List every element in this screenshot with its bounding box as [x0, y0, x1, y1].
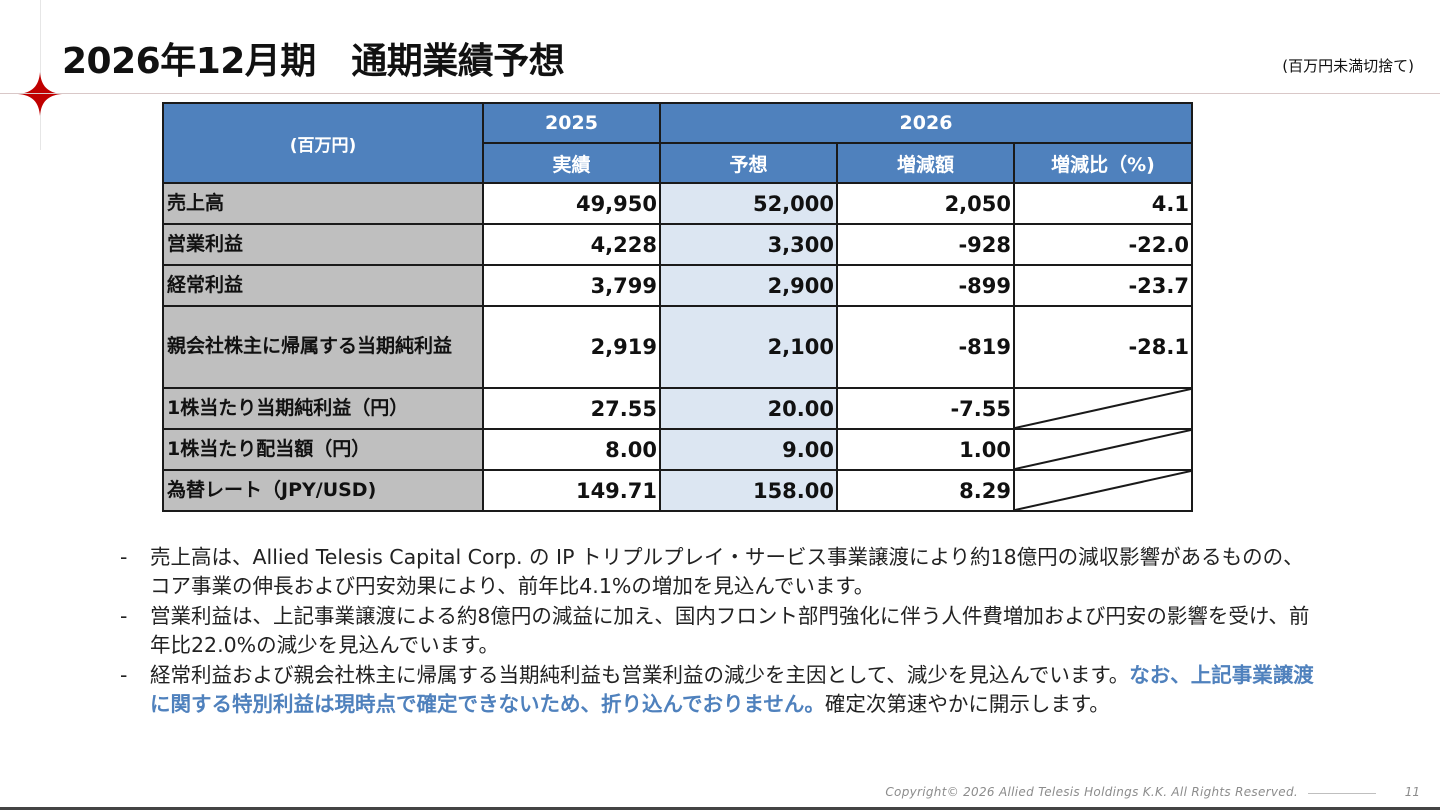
actual-value: 2,919: [482, 305, 661, 389]
copyright-text: Copyright© 2026 Allied Telesis Holdings …: [885, 785, 1298, 799]
page-number: 11: [1404, 785, 1420, 799]
col-change-header: 増減額: [836, 142, 1015, 184]
change-value: 8.29: [836, 469, 1015, 512]
row-label: 経常利益: [162, 264, 484, 307]
actual-value: 49,950: [482, 182, 661, 225]
diagonal-slash-icon: [1015, 389, 1191, 428]
not-applicable-cell: [1013, 428, 1193, 471]
unit-note: (百万円未満切捨て): [1282, 57, 1414, 75]
actual-value: 8.00: [482, 428, 661, 471]
not-applicable-cell: [1013, 469, 1193, 512]
note-item: - 営業利益は、上記事業譲渡による約8億円の減益に加え、国内フロント部門強化に伴…: [120, 602, 1320, 660]
col-actual-header: 実績: [482, 142, 661, 184]
col-change-pct-header: 増減比（%): [1013, 142, 1193, 184]
change-pct-value: -28.1: [1013, 305, 1193, 389]
note-text: 確定次第速やかに開示します。: [824, 692, 1110, 716]
actual-value: 4,228: [482, 223, 661, 266]
change-value: -819: [836, 305, 1015, 389]
left-decorative-rule: [40, 0, 41, 150]
actual-value: 27.55: [482, 387, 661, 430]
forecast-value: 3,300: [659, 223, 838, 266]
bullet-dash: -: [120, 604, 128, 628]
table-corner-label: (百万円): [162, 102, 484, 184]
note-text: 営業利益は、上記事業譲渡による約8億円の減益に加え、国内フロント部門強化に伴う人…: [150, 604, 1310, 657]
change-value: -7.55: [836, 387, 1015, 430]
bullet-dash: -: [120, 663, 128, 687]
change-pct-value: -22.0: [1013, 223, 1193, 266]
year-actual-header: 2025: [482, 102, 661, 144]
table-row: 経常利益 3,799 2,900 -899 -23.7: [162, 264, 1193, 307]
footer-rule: [1308, 793, 1376, 794]
year-forecast-header: 2026: [659, 102, 1193, 144]
actual-value: 3,799: [482, 264, 661, 307]
table-row: 1株当たり当期純利益（円） 27.55 20.00 -7.55: [162, 387, 1193, 430]
header-rule: [0, 93, 1440, 94]
diagonal-slash-icon: [1015, 471, 1191, 510]
change-value: 2,050: [836, 182, 1015, 225]
forecast-value: 2,900: [659, 264, 838, 307]
forecast-value: 2,100: [659, 305, 838, 389]
row-label: 営業利益: [162, 223, 484, 266]
table-row: 1株当たり配当額（円） 8.00 9.00 1.00: [162, 428, 1193, 471]
forecast-value: 52,000: [659, 182, 838, 225]
note-item: - 売上高は、Allied Telesis Capital Corp. の IP…: [120, 543, 1320, 601]
bullet-dash: -: [120, 545, 128, 569]
change-value: 1.00: [836, 428, 1015, 471]
table-row: 売上高 49,950 52,000 2,050 4.1: [162, 182, 1193, 225]
row-label: 親会社株主に帰属する当期純利益: [162, 305, 484, 389]
note-highlight-text: なお、上記事業譲渡に関する特別利益は現時点で確定できないため、折り込んでおりませ…: [150, 663, 1314, 716]
row-label: 売上高: [162, 182, 484, 225]
note-text: 経常利益および親会社株主に帰属する当期純利益も営業利益の減少を主因として、減少を…: [150, 663, 1130, 687]
note-item: - 経常利益および親会社株主に帰属する当期純利益も営業利益の減少を主因として、減…: [120, 661, 1320, 719]
forecast-table: (百万円) 2025 2026 実績 予想 増減額 増減比（%) 売上高 49,…: [162, 102, 1193, 512]
notes-list: - 売上高は、Allied Telesis Capital Corp. の IP…: [120, 543, 1320, 720]
row-label: 為替レート（JPY/USD): [162, 469, 484, 512]
diagonal-slash-icon: [1015, 430, 1191, 469]
table-row: 営業利益 4,228 3,300 -928 -22.0: [162, 223, 1193, 266]
actual-value: 149.71: [482, 469, 661, 512]
not-applicable-cell: [1013, 387, 1193, 430]
col-forecast-header: 予想: [659, 142, 838, 184]
table-row: 親会社株主に帰属する当期純利益 2,919 2,100 -819 -28.1: [162, 305, 1193, 389]
change-value: -928: [836, 223, 1015, 266]
bottom-bar: [0, 807, 1440, 810]
forecast-value: 20.00: [659, 387, 838, 430]
change-value: -899: [836, 264, 1015, 307]
change-pct-value: -23.7: [1013, 264, 1193, 307]
forecast-value: 9.00: [659, 428, 838, 471]
change-pct-value: 4.1: [1013, 182, 1193, 225]
page-title: 2026年12月期 通期業績予想: [62, 41, 565, 82]
row-label: 1株当たり配当額（円）: [162, 428, 484, 471]
table-row: 為替レート（JPY/USD) 149.71 158.00 8.29: [162, 469, 1193, 512]
row-label: 1株当たり当期純利益（円）: [162, 387, 484, 430]
corner-accent-icon: [18, 72, 62, 116]
note-text: 売上高は、Allied Telesis Capital Corp. の IP ト…: [150, 545, 1304, 598]
forecast-value: 158.00: [659, 469, 838, 512]
